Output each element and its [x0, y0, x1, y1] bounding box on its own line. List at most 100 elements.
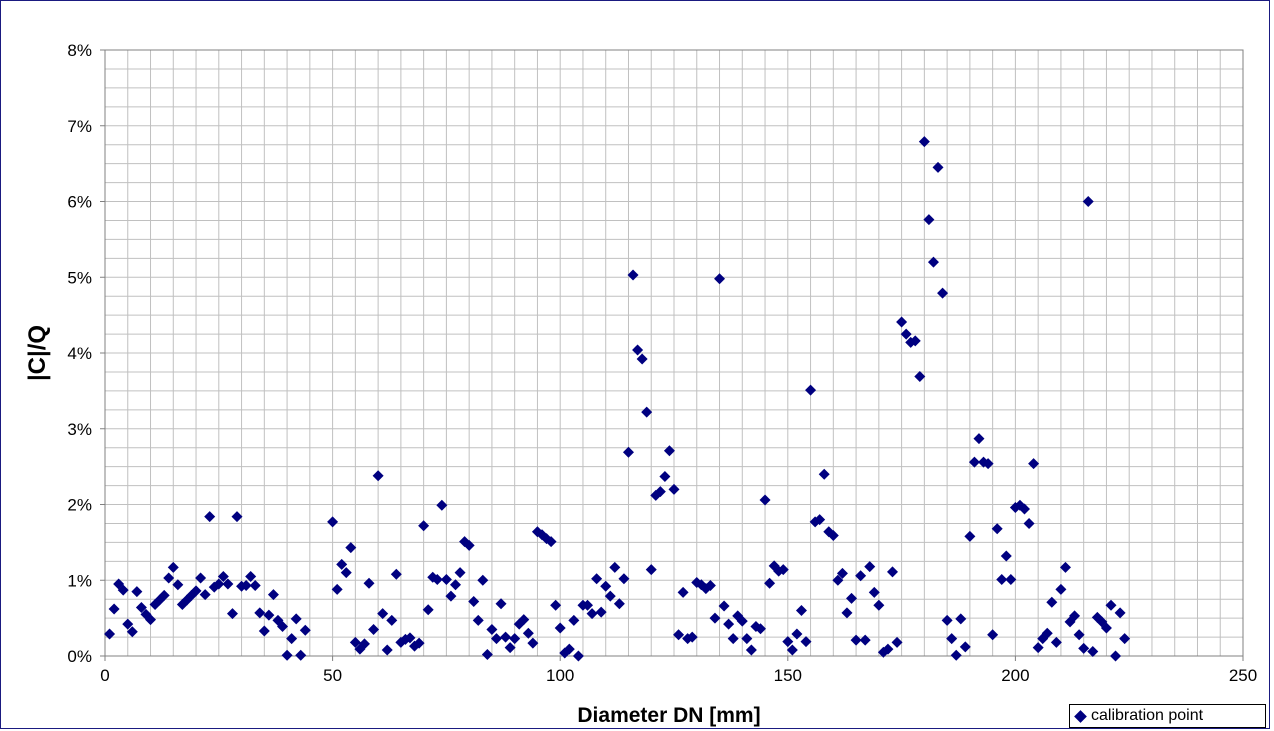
data-point — [518, 614, 530, 626]
data-point — [1082, 196, 1094, 207]
data-point — [964, 530, 976, 542]
data-point — [527, 637, 539, 649]
data-point — [454, 567, 466, 579]
data-point — [923, 214, 935, 226]
data-point — [859, 634, 871, 646]
data-point — [199, 589, 211, 601]
data-point — [996, 573, 1008, 585]
y-tick-label: 1% — [67, 571, 92, 590]
data-point — [663, 445, 675, 457]
data-point — [795, 605, 807, 617]
data-point — [213, 578, 225, 590]
data-point — [604, 590, 616, 602]
data-point — [927, 256, 939, 268]
data-point — [436, 499, 448, 511]
data-point — [632, 344, 644, 356]
data-point — [1119, 633, 1131, 645]
data-point — [595, 606, 607, 618]
data-point — [340, 567, 352, 579]
data-point — [1114, 607, 1126, 619]
x-axis-title: Diameter DN [mm] — [577, 704, 760, 727]
data-point — [677, 586, 689, 598]
data-point — [222, 578, 234, 590]
data-point — [841, 607, 853, 619]
data-point — [709, 612, 721, 624]
data-point — [741, 633, 753, 645]
data-point — [891, 636, 903, 648]
y-tick-label: 3% — [67, 420, 92, 439]
data-point — [122, 618, 134, 630]
data-point — [108, 603, 120, 615]
data-point — [723, 618, 735, 630]
data-point — [641, 406, 653, 418]
data-point — [545, 536, 557, 548]
data-point — [873, 599, 885, 611]
data-point — [281, 649, 293, 661]
data-point — [882, 643, 894, 655]
data-point — [500, 631, 512, 643]
data-point — [131, 586, 143, 598]
data-point — [1005, 573, 1017, 585]
data-point — [445, 590, 457, 602]
data-point — [668, 483, 680, 495]
data-point — [158, 589, 170, 601]
data-point — [968, 456, 980, 468]
y-axis-title: |C|/Q — [24, 325, 51, 381]
data-point — [522, 627, 534, 639]
data-point — [800, 636, 812, 648]
data-point — [814, 514, 826, 526]
data-point — [477, 574, 489, 586]
data-point — [736, 615, 748, 627]
x-tick-label: 50 — [323, 666, 342, 685]
data-point — [586, 608, 598, 620]
data-point — [659, 470, 671, 482]
data-point — [973, 433, 985, 445]
data-point — [991, 523, 1003, 535]
data-point — [404, 632, 416, 644]
data-point — [572, 650, 584, 662]
x-tick-label: 250 — [1229, 666, 1257, 685]
data-point — [946, 633, 958, 645]
data-point — [117, 584, 129, 596]
data-point — [1032, 642, 1044, 654]
data-point — [1028, 458, 1040, 470]
data-point — [254, 607, 266, 619]
data-point — [126, 626, 138, 638]
data-point — [941, 614, 953, 626]
data-point — [1087, 645, 1099, 657]
data-point — [727, 633, 739, 645]
data-point — [654, 486, 666, 498]
data-point — [509, 633, 521, 645]
data-point — [463, 539, 475, 551]
data-point — [368, 623, 380, 635]
data-point — [1105, 599, 1117, 611]
data-point — [450, 579, 462, 591]
data-point — [327, 516, 339, 528]
axis-ticks: 0 50 100 150 200 250 0% 1% 2% 3% 4% 5% 6% 7% 8% — [67, 41, 1257, 685]
data-point — [204, 511, 216, 523]
data-point — [1069, 610, 1081, 622]
data-point — [267, 589, 279, 601]
data-point — [372, 470, 384, 482]
data-point — [959, 641, 971, 653]
data-point — [190, 585, 202, 597]
data-points — [104, 136, 1131, 662]
data-point — [390, 568, 402, 580]
data-point — [613, 598, 625, 610]
y-tick-label: 7% — [67, 117, 92, 136]
data-point — [163, 572, 175, 584]
data-point — [1059, 561, 1071, 573]
data-point — [472, 614, 484, 626]
data-point — [299, 624, 311, 636]
data-point — [277, 620, 289, 632]
y-tick-label: 4% — [67, 344, 92, 363]
data-point — [1023, 517, 1035, 529]
data-point — [609, 561, 621, 573]
data-point — [791, 628, 803, 640]
data-point — [627, 269, 639, 281]
data-point — [290, 613, 302, 625]
data-point — [846, 592, 858, 604]
data-point — [440, 573, 452, 585]
